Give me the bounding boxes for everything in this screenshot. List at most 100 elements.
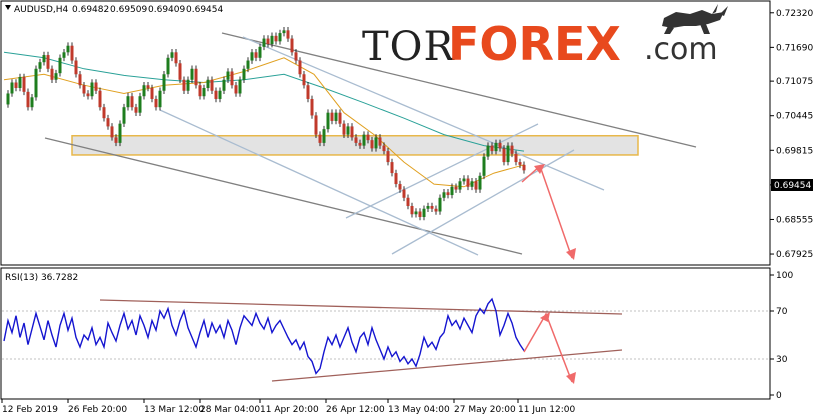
candle-body (470, 181, 474, 187)
price-tick-label: 0.67925 (776, 250, 813, 260)
candle-body (106, 118, 110, 127)
rsi-lower-trendline (271, 349, 623, 382)
candle-body (146, 85, 150, 88)
candle-body (510, 145, 514, 154)
candle-body (10, 82, 14, 94)
candle-body (54, 73, 58, 80)
candle-body (178, 63, 182, 80)
candle-body (290, 38, 294, 53)
candle-body (338, 112, 342, 124)
candle-body (230, 71, 234, 86)
candle-body (370, 140, 374, 149)
candle-body (318, 134, 322, 143)
candle-body (434, 208, 438, 212)
symbol-label: AUDUSD,H4 (14, 5, 69, 15)
candle-body (514, 153, 518, 163)
rsi-tick-label: 30 (776, 355, 788, 365)
candle-body (438, 197, 442, 212)
candle-body (22, 77, 26, 92)
current-price-tag (771, 179, 813, 191)
ohlc-close: 0.69454 (186, 5, 223, 15)
lower-trendline (44, 137, 523, 255)
time-tick-label: 11 Apr 20:00 (260, 405, 319, 415)
candle-body (450, 186, 454, 196)
time-tick-label: 26 Apr 12:00 (326, 405, 385, 415)
candle-body (350, 126, 354, 138)
candle-body (206, 79, 210, 88)
price-tick-label: 0.71690 (776, 43, 813, 53)
candle-body (342, 123, 346, 135)
candle-body (330, 112, 334, 121)
candle-body (274, 35, 278, 42)
rsi-forecast-arrow-head-down (566, 372, 576, 384)
candle-body (386, 151, 390, 163)
symbol-triangle-icon (5, 5, 11, 10)
candle-body (462, 178, 466, 182)
candle-body (82, 85, 86, 94)
candle-body (430, 206, 434, 209)
candle-body (466, 178, 470, 187)
candle-body (258, 46, 262, 58)
candle-body (182, 79, 186, 91)
candle-body (366, 134, 370, 141)
candle-body (250, 52, 254, 61)
candle-body (50, 68, 54, 80)
candle-body (402, 189, 406, 198)
candle-body (102, 107, 106, 119)
torforex-logo: TOR FOREX .com (362, 4, 728, 71)
candle-body (414, 211, 418, 215)
candle-body (186, 79, 190, 91)
rsi-tick-label: 0 (776, 391, 782, 401)
candle-body (454, 186, 458, 190)
candle-body (98, 90, 102, 108)
candle-body (310, 98, 314, 116)
rsi-tick-label: 70 (776, 307, 788, 317)
candle-body (294, 52, 298, 61)
candle-body (298, 60, 302, 75)
candle-body (90, 82, 94, 97)
candle-body (262, 38, 266, 47)
candle-body (66, 45, 70, 53)
candle-body (422, 208, 426, 217)
candle-body (482, 156, 486, 176)
logo-tor-text: TOR (362, 24, 455, 70)
candle-body (190, 68, 194, 80)
candle-body (62, 52, 66, 58)
rsi-title: RSI(13) 36.7282 (5, 273, 78, 283)
price-tick-label: 0.70445 (776, 112, 813, 122)
candle-body (6, 93, 10, 105)
ohlc-high: 0.69509 (110, 5, 147, 15)
candle-body (458, 181, 462, 190)
candle-body (238, 79, 242, 94)
price-tick-label: 0.68555 (776, 215, 813, 225)
candle-body (502, 148, 506, 163)
forecast-arrow-head-down (566, 248, 576, 260)
candle-body (126, 96, 130, 108)
rising-channel-upper (345, 123, 539, 219)
candle-body (150, 87, 154, 99)
candle-body (30, 97, 34, 108)
candle-body (498, 142, 502, 149)
candle-body (122, 107, 126, 124)
candle-body (78, 74, 82, 86)
candle-body (346, 126, 350, 135)
candle-body (242, 68, 246, 80)
time-tick-label: 27 May 20:00 (454, 405, 516, 415)
candle-body (26, 91, 30, 108)
ohlc-open: 0.69482 (72, 5, 109, 15)
candle-body (374, 137, 378, 149)
candle-body (110, 126, 114, 138)
candle-body (522, 164, 526, 171)
candle-body (162, 74, 166, 91)
rsi-tick-label: 100 (776, 271, 793, 281)
candle-body (362, 134, 366, 146)
candle-body (474, 181, 478, 190)
candle-body (198, 85, 202, 97)
candle-body (74, 60, 78, 75)
candle-body (226, 71, 230, 80)
candle-body (286, 30, 290, 39)
candle-body (326, 112, 330, 130)
candle-body (394, 173, 398, 185)
logo-com-text: .com (644, 32, 718, 67)
